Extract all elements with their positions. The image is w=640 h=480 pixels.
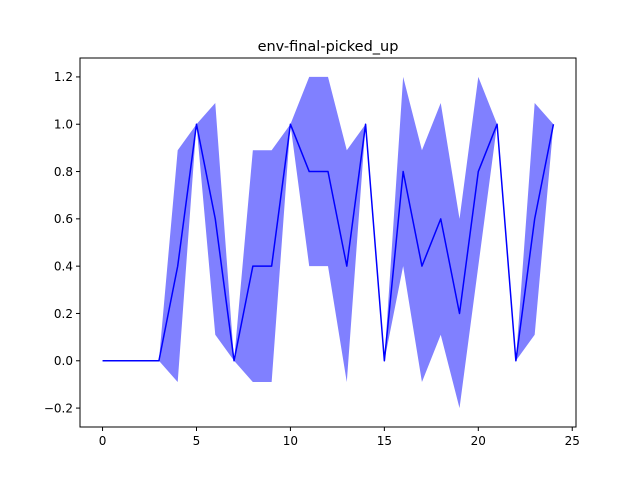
y-tick-label: 1.2 <box>54 70 73 84</box>
y-tick-label: 0.4 <box>54 259 73 273</box>
y-tick-label: 0.8 <box>54 165 73 179</box>
y-tick-label: −0.2 <box>44 401 73 415</box>
x-tick-label: 5 <box>193 434 201 448</box>
x-tick-label: 10 <box>283 434 298 448</box>
plot-area <box>102 76 555 409</box>
x-axis: 0 5 10 15 20 25 <box>99 427 580 448</box>
confidence-band <box>102 76 554 409</box>
y-tick-label: 1.0 <box>54 118 73 132</box>
x-tick-label: 0 <box>99 434 107 448</box>
y-tick-label: 0.0 <box>54 354 73 368</box>
x-tick-label: 25 <box>565 434 580 448</box>
y-axis: −0.2 0.0 0.2 0.4 0.6 0.8 1.0 1.2 <box>44 70 80 415</box>
chart-title: env-final-picked_up <box>258 39 399 55</box>
axes-frame <box>79 57 577 428</box>
y-tick-label: 0.6 <box>54 212 73 226</box>
y-tick-label: 0.2 <box>54 307 73 321</box>
x-tick-label: 20 <box>471 434 486 448</box>
x-tick-label: 15 <box>377 434 392 448</box>
